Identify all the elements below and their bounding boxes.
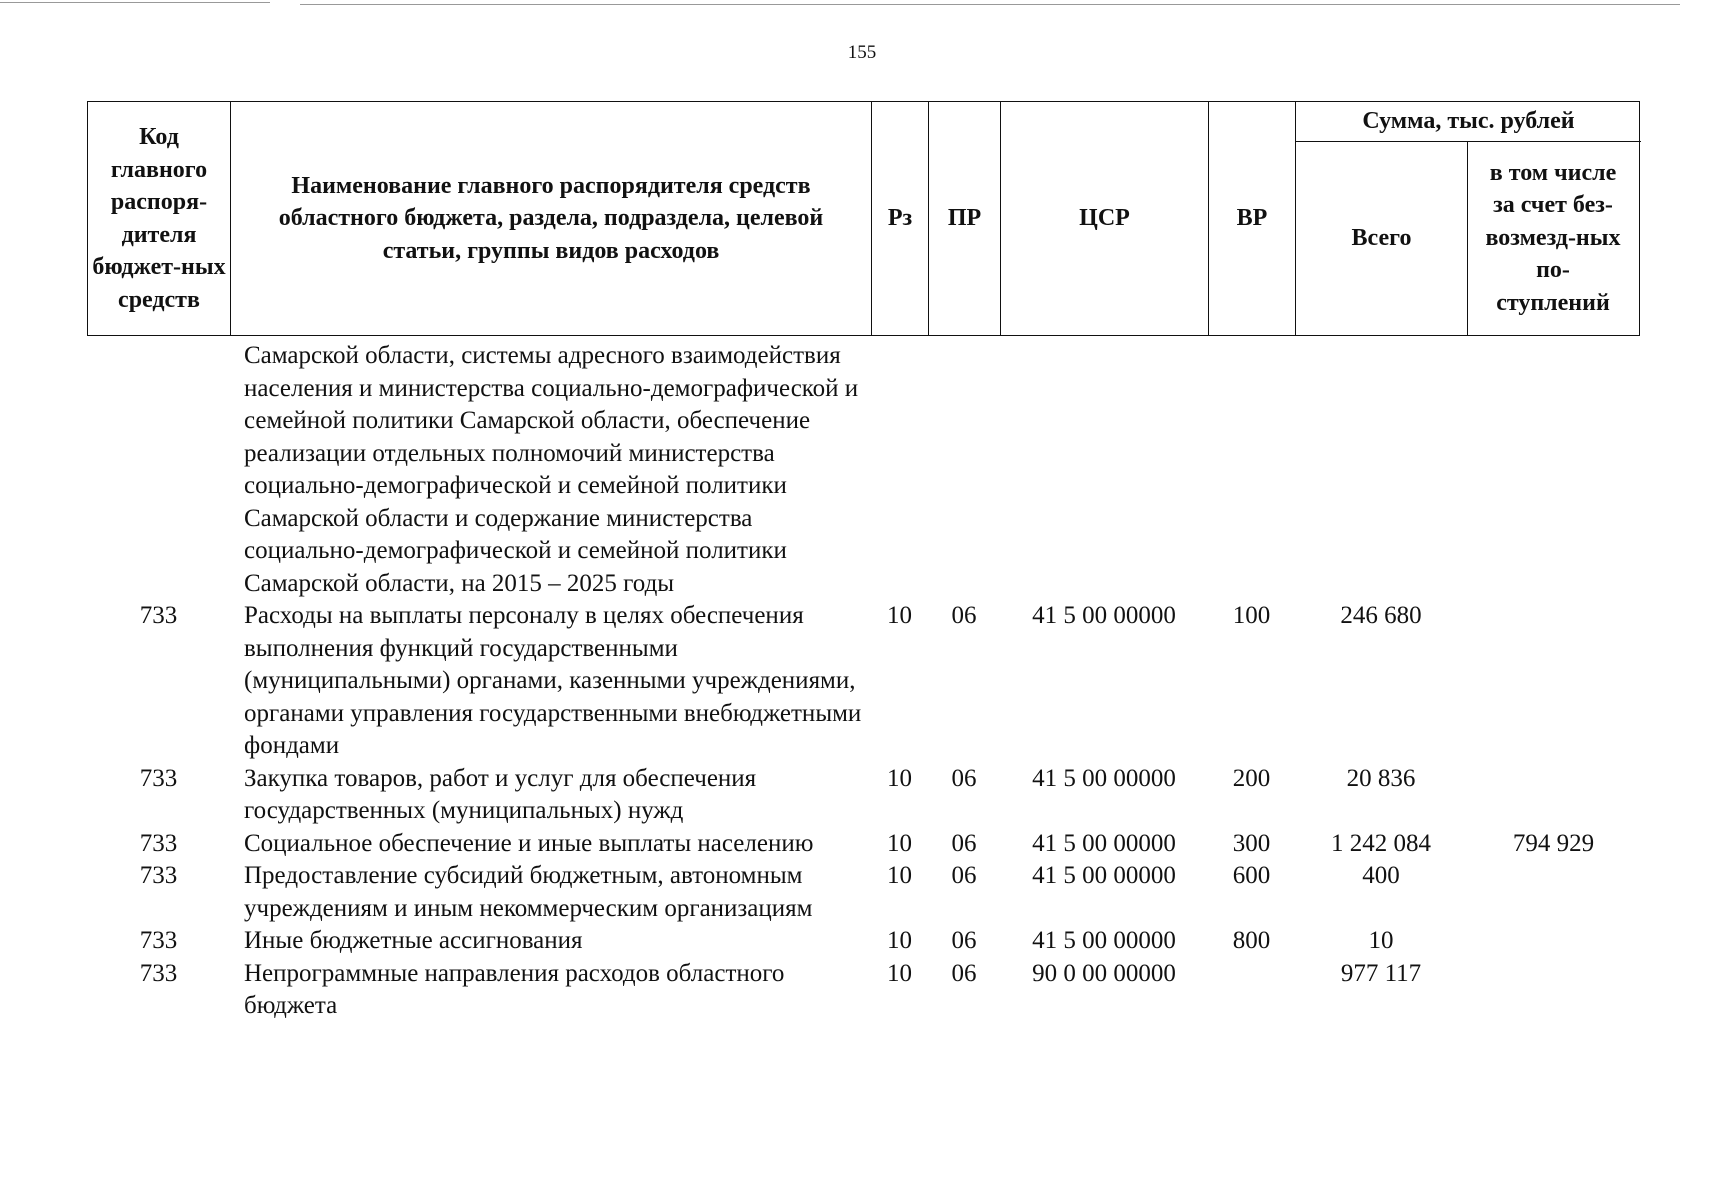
row-total: 400 xyxy=(1362,862,1400,889)
row-rz: 10 xyxy=(887,764,912,792)
row-name: Самарской области, системы адресного вза… xyxy=(244,342,865,597)
row-total: 10 xyxy=(1368,927,1394,954)
row-name: Социальное обеспечение и иные выплаты на… xyxy=(244,829,814,857)
row-total: 977 117 xyxy=(1340,959,1422,987)
row-csr: 41 5 00 00000 xyxy=(1032,764,1176,792)
row-rz: 10 xyxy=(887,829,912,857)
row-pr: 06 xyxy=(951,764,977,792)
table-header: Код главного распоря-дителя бюджет-ных с… xyxy=(87,101,1641,336)
row-vr: 300 xyxy=(1232,829,1271,857)
row-csr: 41 5 00 00000 xyxy=(1032,602,1176,629)
row-code: 733 xyxy=(139,602,178,629)
scan-artifact-line xyxy=(300,4,1680,5)
table-row: 733 Расходы на выплаты персоналу в целях … xyxy=(87,600,1640,763)
row-code: 733 xyxy=(139,764,178,792)
row-rz: 10 xyxy=(887,927,912,954)
row-pr: 06 xyxy=(951,862,977,889)
row-rz: 10 xyxy=(887,862,912,889)
row-vr: 800 xyxy=(1232,927,1271,954)
table-row: 733 Иные бюджетные ассигнования 10 06 41 5 0… xyxy=(87,925,1640,958)
row-name: Расходы на выплаты персоналу в целях обе… xyxy=(244,602,868,759)
row-pr: 06 xyxy=(951,602,977,629)
table-row: 733 Закупка товаров, работ и услуг для об… xyxy=(87,763,1640,828)
row-rz: 10 xyxy=(887,602,912,629)
row-csr: 41 5 00 00000 xyxy=(1032,927,1176,954)
row-pr: 06 xyxy=(951,829,977,857)
header-gratuitous: в том числе за счет без-возмезд-ных по-с… xyxy=(1485,159,1621,316)
row-total: 246 680 xyxy=(1340,602,1422,629)
row-rz: 10 xyxy=(887,959,912,987)
header-total: Всего xyxy=(1296,141,1468,335)
row-name: Предоставление субсидий бюджетным, автон… xyxy=(244,862,813,922)
row-code: 733 xyxy=(139,959,178,987)
header-pr: ПР xyxy=(929,102,1001,335)
table-row: Самарской области, системы адресного вза… xyxy=(87,340,1640,600)
header-code: Код главного распоря-дителя бюджет-ных с… xyxy=(88,102,231,335)
row-code: 733 xyxy=(139,829,178,857)
table-row: 733 Социальное обеспечение и иные выплаты… xyxy=(87,828,1640,861)
row-csr: 41 5 00 00000 xyxy=(1032,862,1176,889)
table-row: 733 Непрограммные направления расходов об… xyxy=(87,958,1640,1023)
header-vr: ВР xyxy=(1209,102,1296,335)
scan-artifact-line xyxy=(0,2,270,3)
row-code: 733 xyxy=(139,927,178,954)
header-csr: ЦСР xyxy=(1001,102,1209,335)
row-vr: 200 xyxy=(1232,764,1271,792)
page-number: 155 xyxy=(847,42,877,63)
row-csr: 41 5 00 00000 xyxy=(1032,829,1176,857)
table-row: 733 Предоставление субсидий бюджетным, ав… xyxy=(87,860,1640,925)
header-rz: Рз xyxy=(872,102,929,335)
table-body: Самарской области, системы адресного вза… xyxy=(87,340,1640,1023)
row-gratuitous: 794 929 xyxy=(1512,829,1595,857)
row-total: 1 242 084 xyxy=(1331,829,1431,857)
row-name: Непрограммные направления расходов облас… xyxy=(244,959,791,1020)
row-code: 733 xyxy=(139,862,178,889)
row-csr: 90 0 00 00000 xyxy=(1032,959,1176,987)
row-name: Иные бюджетные ассигнования xyxy=(244,927,583,954)
row-name: Закупка товаров, работ и услуг для обесп… xyxy=(244,764,763,825)
row-total: 20 836 xyxy=(1346,764,1416,792)
row-pr: 06 xyxy=(951,927,977,954)
header-sum: Сумма, тыс. рублей xyxy=(1296,102,1641,142)
header-name: Наименование главного распорядителя сред… xyxy=(231,102,872,335)
row-vr: 600 xyxy=(1232,862,1271,889)
row-vr: 100 xyxy=(1232,602,1271,629)
row-pr: 06 xyxy=(951,959,977,987)
